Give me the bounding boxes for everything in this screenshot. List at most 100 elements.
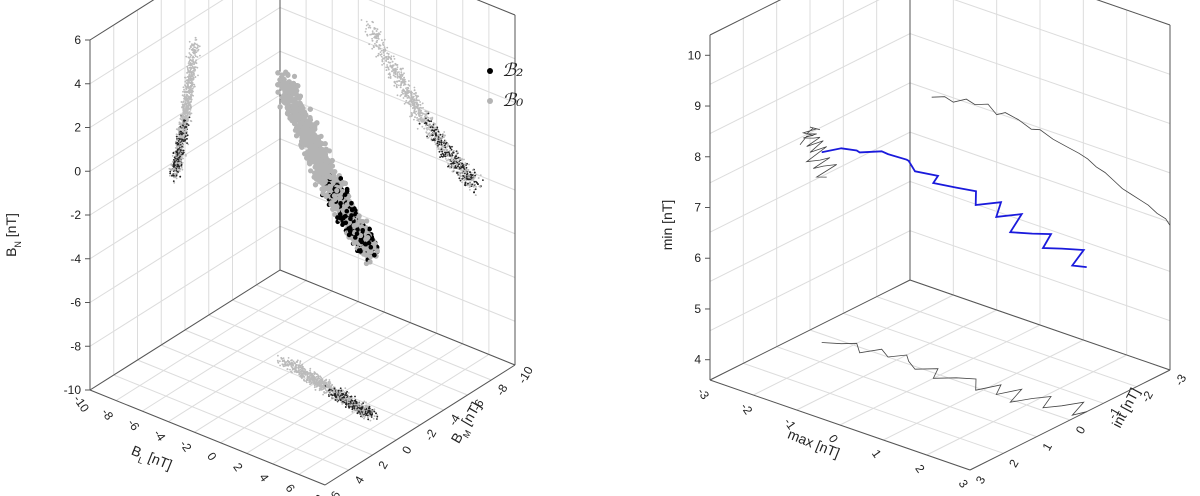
projection-point — [408, 80, 410, 82]
projection-point — [183, 93, 186, 96]
projection-point — [403, 72, 405, 75]
point-b0 — [331, 193, 337, 199]
point-b0 — [285, 72, 291, 78]
projection-point — [374, 42, 376, 45]
projection-point — [376, 418, 378, 420]
z-axis-label: BN [nT] — [3, 213, 23, 257]
projection-point — [459, 179, 462, 182]
point-b2 — [363, 241, 368, 247]
point-b0 — [365, 235, 371, 241]
projection-point — [413, 118, 415, 121]
box-edge — [89, 0, 155, 41]
projection-point — [300, 376, 302, 378]
point-b0 — [309, 137, 315, 143]
gridline — [208, 314, 444, 411]
point-b2 — [354, 231, 360, 236]
projection-point — [428, 128, 430, 131]
point-b0 — [275, 89, 281, 95]
projection-point — [414, 94, 417, 97]
projection-point — [440, 153, 442, 156]
point-b2 — [367, 226, 372, 232]
point-b0 — [307, 161, 313, 167]
point-b0 — [294, 88, 300, 94]
point-b0 — [309, 155, 315, 161]
gridline — [279, 50, 516, 147]
point-b0 — [308, 168, 314, 174]
projection-point — [347, 392, 350, 394]
projection-point — [354, 395, 356, 398]
gridline — [476, 0, 516, 16]
projection-point — [392, 55, 395, 58]
gridline — [137, 359, 373, 456]
projection-point — [409, 105, 412, 108]
projection-point — [449, 149, 451, 152]
point-b0 — [322, 141, 328, 147]
point-b0 — [293, 102, 299, 108]
projection-point — [366, 34, 369, 37]
projection-point — [196, 56, 199, 58]
y-tick-label: 4 — [352, 473, 368, 486]
projection-point — [468, 163, 470, 166]
gridline — [279, 225, 516, 322]
gridline — [256, 284, 492, 381]
projection-point — [435, 128, 437, 131]
projection-point — [467, 182, 469, 185]
projection-point — [383, 38, 386, 41]
point-b0 — [287, 98, 293, 104]
point-b0 — [279, 95, 285, 101]
projection-point — [360, 415, 362, 418]
projection-point — [398, 84, 400, 87]
projection-point — [413, 86, 416, 89]
point-b0 — [340, 180, 346, 186]
projection-point — [468, 184, 471, 187]
projection-point — [440, 146, 443, 149]
point-b0 — [292, 111, 299, 117]
z-tick-label: -2 — [70, 208, 81, 222]
projection-point — [441, 156, 444, 158]
point-b0 — [304, 152, 310, 158]
point-b0 — [284, 110, 291, 117]
projection-point — [187, 124, 190, 126]
projection-point — [365, 24, 368, 27]
projection-point — [453, 158, 456, 161]
point-b0 — [334, 187, 340, 194]
projection-point — [172, 160, 174, 163]
point-b0 — [284, 104, 290, 110]
z-tick-label: -8 — [70, 339, 81, 353]
x-axis-label: BL [nT] — [128, 442, 175, 476]
projection-point — [365, 401, 367, 404]
projection-point — [433, 126, 436, 129]
projection-point — [463, 178, 466, 181]
z-tick-label: 2 — [74, 121, 81, 135]
projection-point — [188, 40, 191, 43]
point-b0 — [294, 133, 300, 139]
projection-point — [434, 141, 436, 143]
projection-point — [419, 101, 421, 103]
box-edge — [324, 364, 516, 486]
projection-point — [299, 360, 302, 363]
projection-point — [191, 49, 194, 51]
point-b0 — [317, 176, 323, 182]
gridline — [113, 374, 349, 471]
projection-point — [309, 369, 311, 372]
projection-point — [415, 97, 418, 100]
projection-point — [415, 113, 418, 116]
projection-point — [420, 114, 423, 117]
point-b2 — [349, 213, 354, 218]
point-b0 — [318, 163, 324, 169]
point-b0 — [287, 115, 293, 121]
point-b0 — [354, 221, 360, 228]
point-b2 — [358, 238, 364, 243]
projection-point — [172, 180, 175, 183]
projection-point — [456, 157, 458, 160]
projection-point — [376, 415, 379, 418]
projection-point — [328, 395, 330, 397]
projection-point — [387, 68, 390, 71]
projection-point — [187, 143, 190, 146]
point-b2 — [344, 186, 350, 192]
point-b2 — [347, 228, 353, 234]
projection-point — [185, 155, 187, 157]
projection-point — [400, 71, 403, 74]
data-points — [275, 69, 380, 267]
point-b0 — [318, 158, 324, 164]
